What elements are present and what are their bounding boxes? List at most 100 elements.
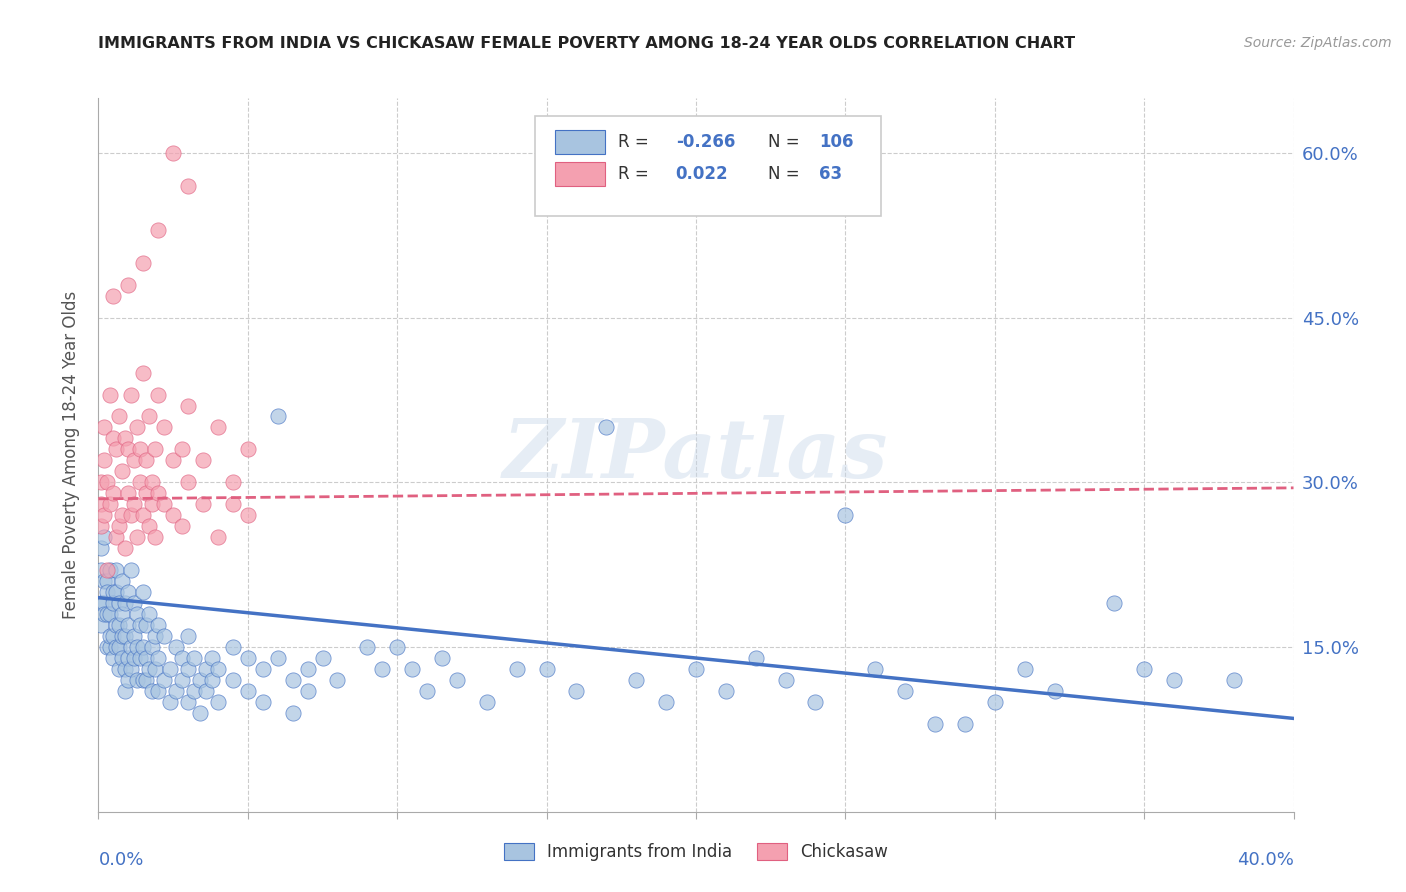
Point xyxy=(188,673,211,687)
Point xyxy=(655,695,678,709)
Point xyxy=(96,607,118,621)
Point xyxy=(105,585,128,599)
Point xyxy=(148,651,170,665)
Point xyxy=(236,684,259,698)
Point xyxy=(356,640,378,654)
Point xyxy=(132,673,155,687)
Point xyxy=(114,541,136,556)
Point xyxy=(148,486,170,500)
Point xyxy=(153,673,176,687)
Point xyxy=(165,684,187,698)
Point xyxy=(143,442,166,457)
Point xyxy=(865,662,887,676)
Point xyxy=(90,596,112,610)
Point xyxy=(143,530,166,544)
Point xyxy=(129,475,152,490)
Point xyxy=(141,640,163,654)
Point xyxy=(143,629,166,643)
Point xyxy=(984,695,1007,709)
Point xyxy=(108,409,131,424)
Point xyxy=(114,684,136,698)
Point xyxy=(93,596,115,610)
Point xyxy=(153,629,176,643)
Point xyxy=(153,497,176,511)
Point xyxy=(124,629,146,643)
Point xyxy=(96,475,118,490)
Point xyxy=(100,497,122,511)
Point xyxy=(103,651,125,665)
Point xyxy=(401,662,423,676)
Point xyxy=(135,651,157,665)
Point xyxy=(207,420,229,434)
Point xyxy=(162,508,184,523)
Point xyxy=(114,662,136,676)
Point xyxy=(177,662,200,676)
Y-axis label: Female Poverty Among 18-24 Year Olds: Female Poverty Among 18-24 Year Olds xyxy=(62,291,80,619)
Point xyxy=(93,508,115,523)
Point xyxy=(90,519,112,533)
Point xyxy=(129,651,152,665)
Point xyxy=(120,640,142,654)
Point xyxy=(195,684,218,698)
Point xyxy=(222,640,245,654)
Text: R =: R = xyxy=(619,165,654,183)
Point xyxy=(201,651,224,665)
Point xyxy=(311,651,333,665)
Point xyxy=(90,475,112,490)
Point xyxy=(297,684,319,698)
Point xyxy=(172,651,194,665)
Point xyxy=(172,673,194,687)
Point xyxy=(127,530,149,544)
Point xyxy=(326,673,349,687)
Point xyxy=(148,223,170,237)
Point xyxy=(100,640,122,654)
Point xyxy=(207,530,229,544)
Point xyxy=(143,662,166,676)
Text: 40.0%: 40.0% xyxy=(1237,851,1294,869)
Point xyxy=(595,420,617,434)
Point xyxy=(236,651,259,665)
Point xyxy=(222,475,245,490)
Point xyxy=(111,607,134,621)
Point xyxy=(1223,673,1246,687)
Point xyxy=(416,684,439,698)
Point xyxy=(222,673,245,687)
Point xyxy=(834,508,856,523)
Point xyxy=(120,563,142,577)
Point xyxy=(103,629,125,643)
Point xyxy=(191,497,214,511)
Point xyxy=(132,256,155,270)
Point xyxy=(506,662,529,676)
Point xyxy=(111,629,134,643)
Point xyxy=(103,432,125,446)
Point xyxy=(129,618,152,632)
Point xyxy=(105,640,128,654)
Point xyxy=(162,453,184,467)
Point xyxy=(108,596,131,610)
Point xyxy=(135,453,157,467)
Point xyxy=(100,629,122,643)
Point xyxy=(207,695,229,709)
Point xyxy=(138,607,160,621)
Point xyxy=(475,695,498,709)
Point xyxy=(267,651,290,665)
Point xyxy=(100,607,122,621)
Text: 63: 63 xyxy=(820,165,842,183)
Point xyxy=(111,574,134,589)
Point xyxy=(96,585,118,599)
Point xyxy=(93,530,115,544)
Point xyxy=(177,475,200,490)
Point xyxy=(127,640,149,654)
Point xyxy=(93,607,115,621)
Point xyxy=(90,563,112,577)
Point xyxy=(111,508,134,523)
Point xyxy=(141,497,163,511)
Point xyxy=(108,618,131,632)
Point xyxy=(103,486,125,500)
Point xyxy=(105,618,128,632)
Point xyxy=(127,420,149,434)
Point xyxy=(1104,596,1126,610)
Point xyxy=(804,695,827,709)
Text: R =: R = xyxy=(619,133,654,151)
Point xyxy=(90,541,112,556)
